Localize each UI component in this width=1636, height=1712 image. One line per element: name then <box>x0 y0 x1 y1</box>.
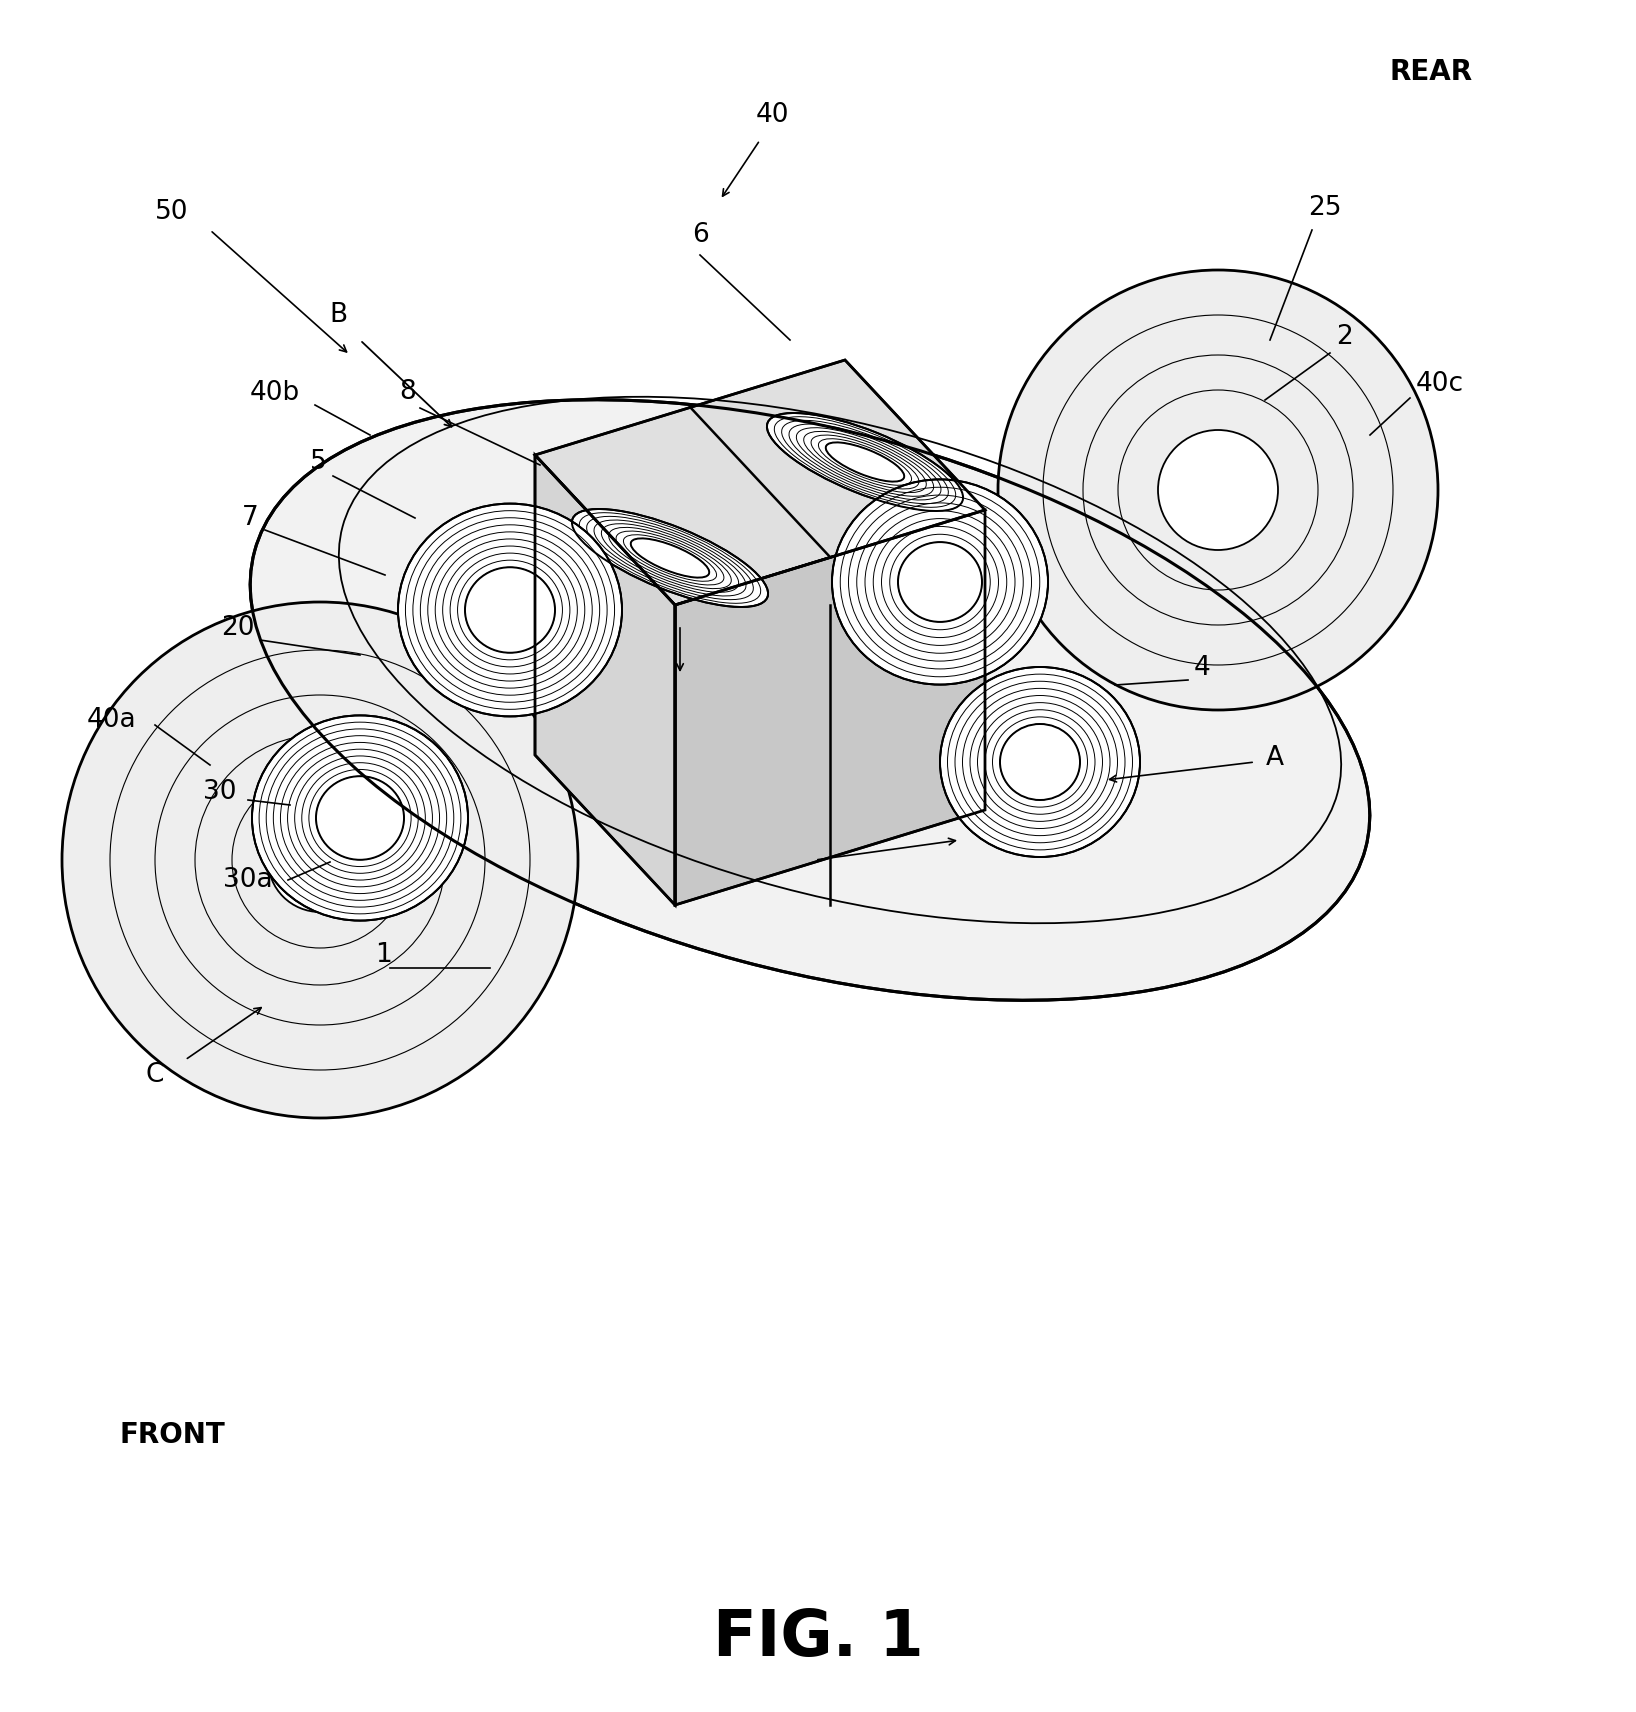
Ellipse shape <box>268 808 371 912</box>
Ellipse shape <box>252 716 468 921</box>
Text: 7: 7 <box>242 505 258 531</box>
Text: A: A <box>1266 745 1284 770</box>
Ellipse shape <box>288 829 352 892</box>
Text: FRONT: FRONT <box>119 1421 226 1448</box>
Text: V1: V1 <box>530 586 566 611</box>
Ellipse shape <box>398 503 622 716</box>
Text: 40b: 40b <box>250 380 299 406</box>
Text: 25: 25 <box>1309 195 1342 221</box>
Text: 6: 6 <box>692 223 708 248</box>
Text: REAR: REAR <box>1391 58 1472 86</box>
Text: 8: 8 <box>399 378 417 406</box>
Ellipse shape <box>62 603 578 1118</box>
Ellipse shape <box>303 842 339 878</box>
Text: 40: 40 <box>756 103 789 128</box>
Polygon shape <box>535 360 985 604</box>
Ellipse shape <box>998 270 1438 710</box>
Polygon shape <box>676 510 985 906</box>
Text: 30a: 30a <box>222 866 273 894</box>
Text: C: C <box>146 1061 164 1089</box>
Text: 40a: 40a <box>87 707 137 733</box>
Text: 50: 50 <box>155 199 188 224</box>
Text: 4: 4 <box>1194 656 1211 681</box>
Ellipse shape <box>833 479 1049 685</box>
Text: FIG. 1: FIG. 1 <box>713 1608 923 1669</box>
Text: 20: 20 <box>221 615 255 640</box>
Text: 1: 1 <box>376 942 393 967</box>
Ellipse shape <box>631 538 710 577</box>
Text: 40c: 40c <box>1415 372 1464 397</box>
Text: 30: 30 <box>203 779 237 805</box>
Text: 2: 2 <box>1337 324 1353 349</box>
Ellipse shape <box>573 508 767 608</box>
Ellipse shape <box>1000 724 1080 800</box>
Ellipse shape <box>465 567 555 652</box>
Ellipse shape <box>1158 430 1278 550</box>
Ellipse shape <box>826 442 905 481</box>
Text: 5: 5 <box>309 449 326 474</box>
Ellipse shape <box>767 413 964 510</box>
Text: 3: 3 <box>787 841 803 866</box>
Ellipse shape <box>941 668 1140 858</box>
Text: B: B <box>329 301 347 329</box>
Ellipse shape <box>316 776 404 859</box>
Polygon shape <box>535 455 676 906</box>
Ellipse shape <box>250 399 1369 1000</box>
Ellipse shape <box>898 543 982 621</box>
